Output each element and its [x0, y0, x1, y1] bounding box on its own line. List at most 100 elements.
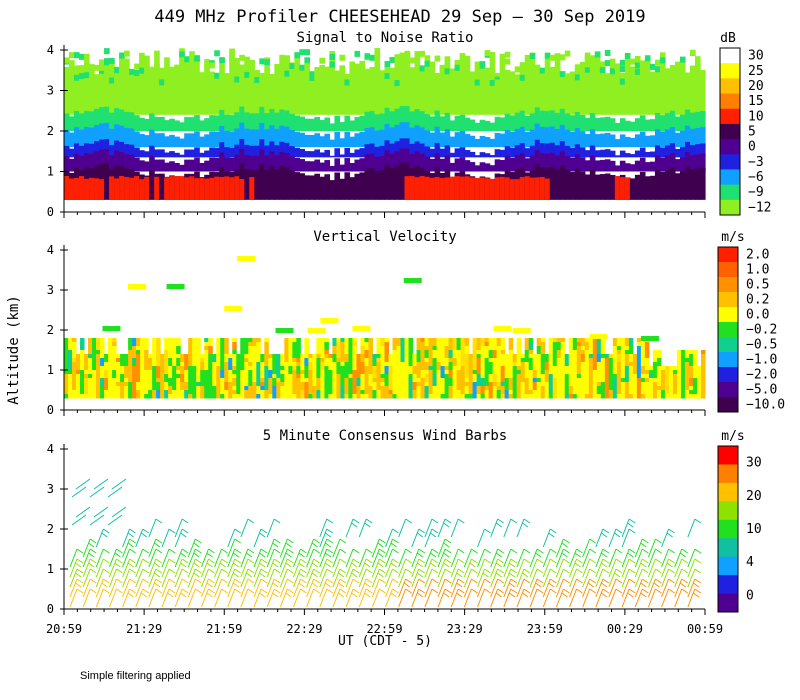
wind-barb	[135, 588, 144, 608]
snr-cell	[109, 155, 115, 172]
vv-cell	[316, 338, 321, 343]
vv-cell	[400, 354, 406, 359]
vv-cell	[368, 370, 373, 375]
vv-cell	[376, 346, 381, 351]
vv-cell	[248, 370, 253, 375]
wind-barb	[293, 558, 301, 578]
vv-cell	[332, 374, 337, 379]
snr-cell	[534, 139, 541, 158]
vv-cell	[680, 350, 686, 355]
wind-barb	[174, 558, 183, 578]
vv-cell	[144, 386, 149, 391]
snr-cell	[109, 176, 115, 200]
vv-cell	[680, 382, 686, 387]
vv-cell	[572, 382, 578, 387]
snr-cell	[659, 52, 666, 115]
vv-cell	[212, 358, 217, 363]
snr-cell	[124, 111, 130, 131]
wind-barb	[306, 568, 315, 588]
colorbar-swatch	[718, 556, 738, 576]
wind-barb	[542, 528, 551, 548]
vv-cell	[160, 390, 165, 395]
wind-barb-flag	[219, 562, 226, 568]
colorbar-swatch	[718, 247, 738, 263]
snr-cell	[509, 157, 516, 172]
snr-cell	[129, 154, 135, 172]
wind-barb	[661, 558, 670, 578]
vv-cell	[596, 378, 602, 383]
snr-cell	[499, 149, 506, 158]
wind-barb-flag	[273, 518, 281, 524]
vv-cell	[196, 382, 201, 387]
vv-cell	[444, 370, 450, 375]
wind-barb-flag	[392, 558, 399, 564]
vv-cell	[192, 362, 197, 367]
vv-cell	[372, 358, 377, 363]
snr-cell	[299, 173, 305, 200]
wind-barb	[200, 588, 209, 608]
vv-cell	[224, 362, 229, 367]
wind-barb-flag	[497, 588, 504, 594]
vv-cell	[636, 338, 642, 343]
snr-cell	[699, 167, 706, 200]
wind-barb-flag	[576, 558, 583, 564]
wind-barb-flag	[339, 588, 347, 594]
wind-barb-flag	[418, 578, 426, 584]
wind-barb	[503, 548, 512, 568]
vv-cell	[352, 358, 357, 363]
vv-cell	[296, 378, 301, 383]
vv-cell	[180, 374, 185, 379]
snr-cell	[484, 153, 491, 158]
vv-cell	[600, 342, 606, 347]
snr-cell	[664, 169, 671, 200]
vv-cell	[672, 374, 678, 379]
vv-cell	[588, 386, 594, 391]
vv-cell	[640, 370, 646, 375]
colorbar-swatch	[718, 593, 738, 613]
wind-barb-flag	[101, 532, 108, 538]
vv-cell	[336, 358, 341, 363]
vv-cell	[108, 382, 113, 387]
vv-cell	[492, 370, 498, 375]
wind-barb-flag	[628, 568, 636, 574]
snr-cell	[184, 56, 190, 63]
snr-cell	[659, 157, 666, 172]
snr-cell	[589, 77, 596, 84]
vv-cell	[260, 366, 265, 371]
wind-barb	[595, 568, 604, 588]
snr-cell	[99, 139, 105, 158]
snr-cell	[529, 129, 536, 148]
vv-cell	[408, 342, 414, 347]
snr-cell	[544, 52, 551, 59]
snr-cell	[634, 55, 641, 115]
wind-barb	[687, 518, 696, 538]
vv-cell	[84, 358, 89, 363]
snr-cell	[669, 153, 676, 172]
vv-cell	[476, 342, 482, 347]
vv-cell	[236, 354, 241, 359]
vv-cell	[684, 386, 690, 391]
snr-cell	[109, 112, 115, 131]
snr-cell	[449, 162, 456, 172]
vv-cell	[408, 346, 414, 351]
vv-cell	[552, 366, 558, 371]
wind-barb	[82, 548, 91, 568]
vv-cell	[200, 358, 205, 363]
wind-barb-flag	[666, 532, 673, 538]
vv-cell	[560, 390, 566, 395]
vv-cell	[388, 358, 394, 363]
snr-cell	[404, 138, 411, 158]
vv-cell	[632, 378, 638, 383]
vv-cell	[228, 358, 233, 363]
snr-cell	[559, 108, 566, 131]
wind-barb-flag	[641, 588, 649, 594]
vv-cell	[680, 390, 686, 395]
vv-cell	[528, 378, 534, 383]
vv-cell	[544, 374, 550, 379]
vv-cell	[493, 326, 512, 331]
wind-barb-flag	[206, 562, 213, 568]
vv-cell	[436, 338, 442, 343]
vv-cell	[196, 370, 201, 375]
vv-cell	[240, 370, 245, 375]
vv-cell	[304, 390, 309, 395]
